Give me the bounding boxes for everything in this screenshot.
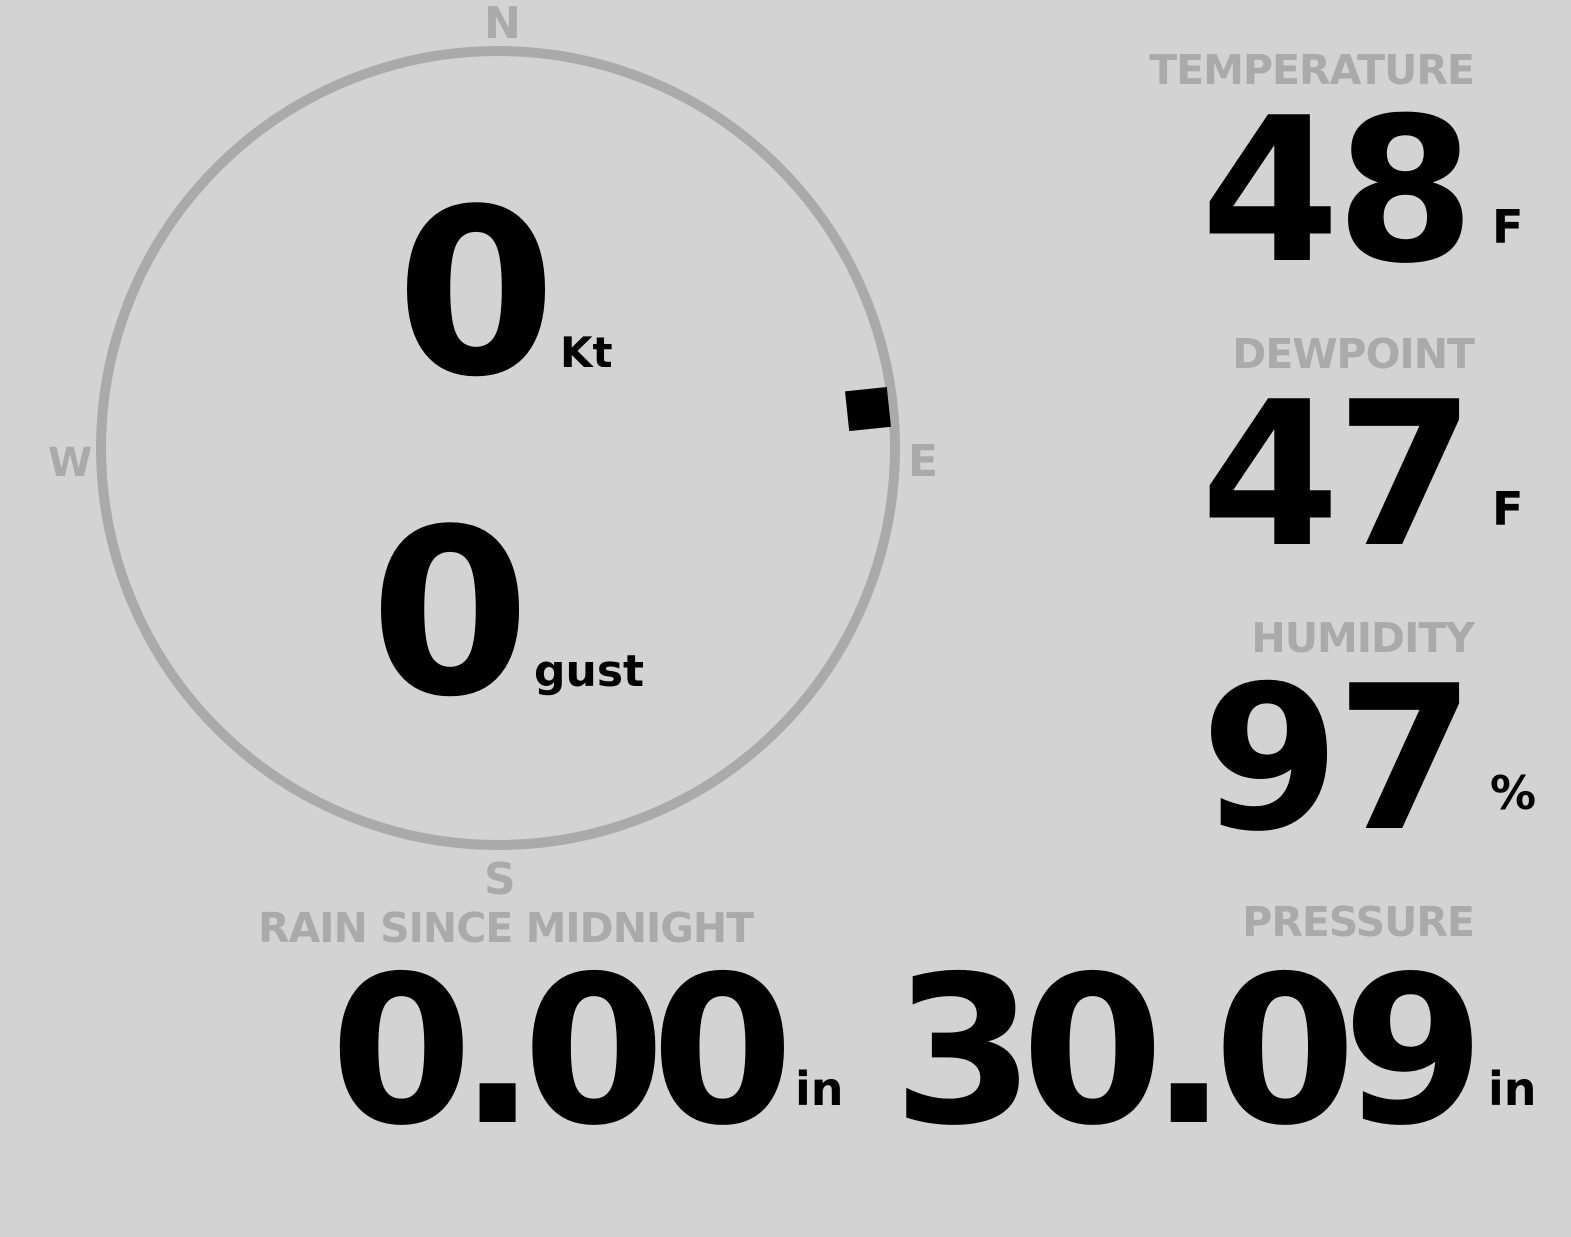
rain-unit: in xyxy=(795,1062,844,1116)
rain-label: RAIN SINCE MIDNIGHT xyxy=(258,904,754,952)
pressure-unit: in xyxy=(1488,1062,1537,1116)
temperature-unit: F xyxy=(1492,200,1524,254)
compass-e: E xyxy=(908,436,939,487)
wind-gust-unit: gust xyxy=(534,646,645,697)
pressure-label: PRESSURE xyxy=(1242,898,1475,946)
compass-w: W xyxy=(48,440,93,486)
compass-ring xyxy=(96,46,900,850)
humidity-value: 97 xyxy=(1200,643,1475,876)
temperature-label: TEMPERATURE xyxy=(1149,46,1475,94)
compass-s: S xyxy=(484,854,516,905)
compass-n: N xyxy=(484,0,521,49)
humidity-unit: % xyxy=(1490,766,1537,820)
dewpoint-label: DEWPOINT xyxy=(1232,330,1475,378)
rain-value: 0.00 xyxy=(330,933,794,1171)
wind-direction-marker xyxy=(845,387,891,432)
wind-compass xyxy=(96,46,900,850)
dewpoint-value: 47 xyxy=(1200,359,1475,592)
dewpoint-unit: F xyxy=(1492,482,1524,536)
wind-speed-value: 0 xyxy=(396,161,556,428)
wind-speed-unit: Kt xyxy=(560,328,613,377)
temperature-value: 48 xyxy=(1200,75,1475,308)
humidity-label: HUMIDITY xyxy=(1251,614,1475,662)
pressure-value: 30.09 xyxy=(892,933,1485,1171)
wind-gust-value: 0 xyxy=(370,481,530,748)
